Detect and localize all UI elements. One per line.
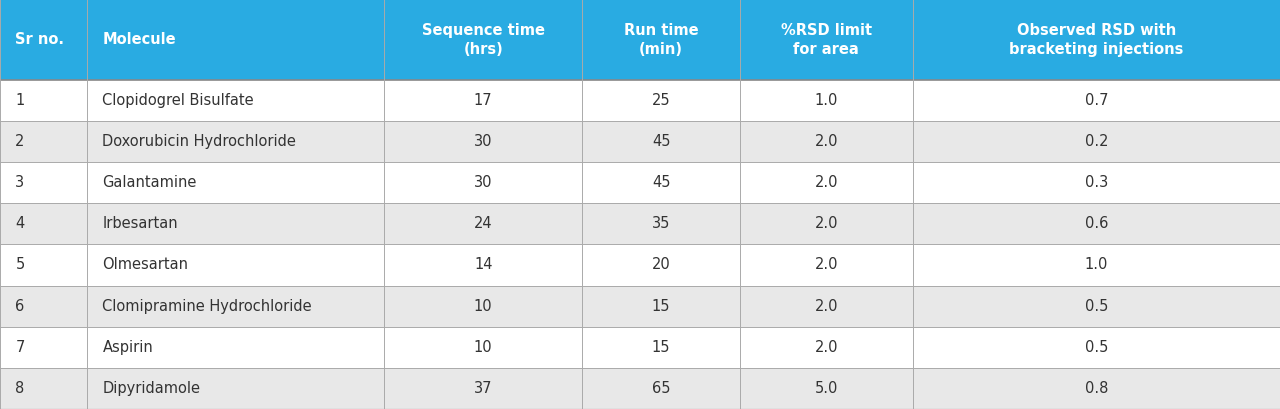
Text: 1: 1 — [15, 93, 24, 108]
Text: 10: 10 — [474, 340, 493, 355]
Text: 30: 30 — [474, 134, 493, 149]
Text: 35: 35 — [652, 216, 671, 231]
Text: 2.0: 2.0 — [814, 175, 838, 190]
Text: 10: 10 — [474, 299, 493, 314]
Text: 2.0: 2.0 — [814, 257, 838, 272]
Text: Sr no.: Sr no. — [15, 32, 64, 47]
Bar — [0, 0, 1280, 80]
Text: 0.8: 0.8 — [1084, 381, 1108, 396]
Text: Galantamine: Galantamine — [102, 175, 197, 190]
Text: Run time
(min): Run time (min) — [623, 23, 699, 57]
Text: 8: 8 — [15, 381, 24, 396]
Text: Clomipramine Hydrochloride: Clomipramine Hydrochloride — [102, 299, 312, 314]
Text: 7: 7 — [15, 340, 24, 355]
Text: 0.6: 0.6 — [1084, 216, 1108, 231]
Bar — [0, 80, 1280, 121]
Text: 0.5: 0.5 — [1084, 299, 1108, 314]
Text: 6: 6 — [15, 299, 24, 314]
Text: 1.0: 1.0 — [814, 93, 838, 108]
Text: 0.7: 0.7 — [1084, 93, 1108, 108]
Text: 65: 65 — [652, 381, 671, 396]
Text: 0.5: 0.5 — [1084, 340, 1108, 355]
Text: 20: 20 — [652, 257, 671, 272]
Bar — [0, 285, 1280, 327]
Text: 4: 4 — [15, 216, 24, 231]
Text: 30: 30 — [474, 175, 493, 190]
Text: Dipyridamole: Dipyridamole — [102, 381, 201, 396]
Text: 0.3: 0.3 — [1084, 175, 1108, 190]
Text: 15: 15 — [652, 299, 671, 314]
Text: Olmesartan: Olmesartan — [102, 257, 188, 272]
Text: 25: 25 — [652, 93, 671, 108]
Text: 1.0: 1.0 — [1084, 257, 1108, 272]
Text: %RSD limit
for area: %RSD limit for area — [781, 23, 872, 57]
Text: 45: 45 — [652, 175, 671, 190]
Text: 5.0: 5.0 — [814, 381, 838, 396]
Text: Doxorubicin Hydrochloride: Doxorubicin Hydrochloride — [102, 134, 296, 149]
Text: Observed RSD with
bracketing injections: Observed RSD with bracketing injections — [1009, 23, 1184, 57]
Text: 0.2: 0.2 — [1084, 134, 1108, 149]
Text: 14: 14 — [474, 257, 493, 272]
Text: Clopidogrel Bisulfate: Clopidogrel Bisulfate — [102, 93, 253, 108]
Text: Sequence time
(hrs): Sequence time (hrs) — [421, 23, 545, 57]
Bar — [0, 244, 1280, 285]
Text: 37: 37 — [474, 381, 493, 396]
Text: Irbesartan: Irbesartan — [102, 216, 178, 231]
Text: Molecule: Molecule — [102, 32, 177, 47]
Text: 2.0: 2.0 — [814, 340, 838, 355]
Text: 5: 5 — [15, 257, 24, 272]
Bar — [0, 203, 1280, 245]
Text: 2.0: 2.0 — [814, 299, 838, 314]
Text: 24: 24 — [474, 216, 493, 231]
Text: 2: 2 — [15, 134, 24, 149]
Text: Aspirin: Aspirin — [102, 340, 154, 355]
Bar — [0, 121, 1280, 162]
Text: 17: 17 — [474, 93, 493, 108]
Text: 2.0: 2.0 — [814, 134, 838, 149]
Bar — [0, 327, 1280, 368]
Text: 45: 45 — [652, 134, 671, 149]
Text: 2.0: 2.0 — [814, 216, 838, 231]
Text: 3: 3 — [15, 175, 24, 190]
Bar — [0, 162, 1280, 203]
Bar — [0, 368, 1280, 409]
Text: 15: 15 — [652, 340, 671, 355]
